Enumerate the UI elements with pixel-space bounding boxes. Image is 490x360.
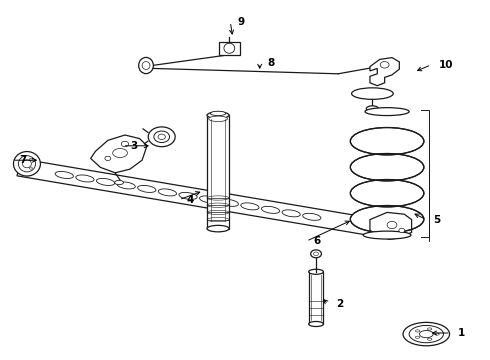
Ellipse shape <box>365 108 409 116</box>
Polygon shape <box>91 135 147 173</box>
Ellipse shape <box>55 171 74 179</box>
Text: 3: 3 <box>130 141 137 151</box>
Ellipse shape <box>76 175 94 182</box>
Text: 1: 1 <box>458 328 466 338</box>
Ellipse shape <box>303 213 321 220</box>
Polygon shape <box>17 159 394 239</box>
Ellipse shape <box>19 156 36 172</box>
Ellipse shape <box>350 180 424 207</box>
Ellipse shape <box>210 111 226 116</box>
Text: 2: 2 <box>336 299 343 309</box>
Ellipse shape <box>409 325 443 343</box>
Ellipse shape <box>350 154 424 181</box>
Ellipse shape <box>29 158 32 161</box>
Ellipse shape <box>142 62 150 69</box>
Ellipse shape <box>14 152 40 176</box>
Ellipse shape <box>105 156 111 161</box>
Ellipse shape <box>207 112 229 118</box>
Polygon shape <box>370 58 399 86</box>
Ellipse shape <box>117 182 135 189</box>
Ellipse shape <box>122 141 128 147</box>
Ellipse shape <box>138 185 156 193</box>
Ellipse shape <box>380 62 389 68</box>
Ellipse shape <box>435 333 439 335</box>
Ellipse shape <box>427 328 432 330</box>
Text: 8: 8 <box>267 58 274 68</box>
Bar <box>219 42 240 55</box>
Ellipse shape <box>224 43 235 53</box>
Ellipse shape <box>139 57 153 74</box>
Ellipse shape <box>207 225 229 232</box>
Ellipse shape <box>29 167 32 169</box>
Ellipse shape <box>23 160 31 168</box>
Ellipse shape <box>115 180 123 185</box>
Polygon shape <box>370 212 412 239</box>
Ellipse shape <box>241 203 259 210</box>
Ellipse shape <box>350 127 424 155</box>
Ellipse shape <box>366 106 378 112</box>
Ellipse shape <box>419 330 433 338</box>
Ellipse shape <box>416 330 420 332</box>
Ellipse shape <box>352 88 393 99</box>
Ellipse shape <box>311 250 321 258</box>
Ellipse shape <box>282 210 300 217</box>
Ellipse shape <box>399 228 405 233</box>
Text: 5: 5 <box>434 215 441 225</box>
Ellipse shape <box>427 338 432 340</box>
Text: 6: 6 <box>314 236 321 246</box>
Ellipse shape <box>403 323 450 346</box>
Ellipse shape <box>158 134 166 140</box>
Ellipse shape <box>387 221 397 229</box>
Ellipse shape <box>220 199 239 206</box>
Ellipse shape <box>309 269 323 274</box>
Ellipse shape <box>314 252 318 256</box>
Ellipse shape <box>97 179 115 185</box>
Ellipse shape <box>309 321 323 327</box>
Ellipse shape <box>154 131 170 143</box>
Text: 10: 10 <box>439 60 453 70</box>
Ellipse shape <box>148 127 175 147</box>
Text: 9: 9 <box>238 17 245 27</box>
Ellipse shape <box>261 206 280 213</box>
Bar <box>207 115 229 229</box>
Ellipse shape <box>113 149 127 158</box>
Ellipse shape <box>350 206 424 233</box>
Text: 4: 4 <box>186 195 194 205</box>
Ellipse shape <box>363 231 411 239</box>
Text: 7: 7 <box>20 155 27 165</box>
Ellipse shape <box>416 336 420 338</box>
Ellipse shape <box>158 189 176 196</box>
Ellipse shape <box>209 116 227 122</box>
Ellipse shape <box>179 192 197 199</box>
Ellipse shape <box>199 196 218 203</box>
Bar <box>309 272 323 324</box>
